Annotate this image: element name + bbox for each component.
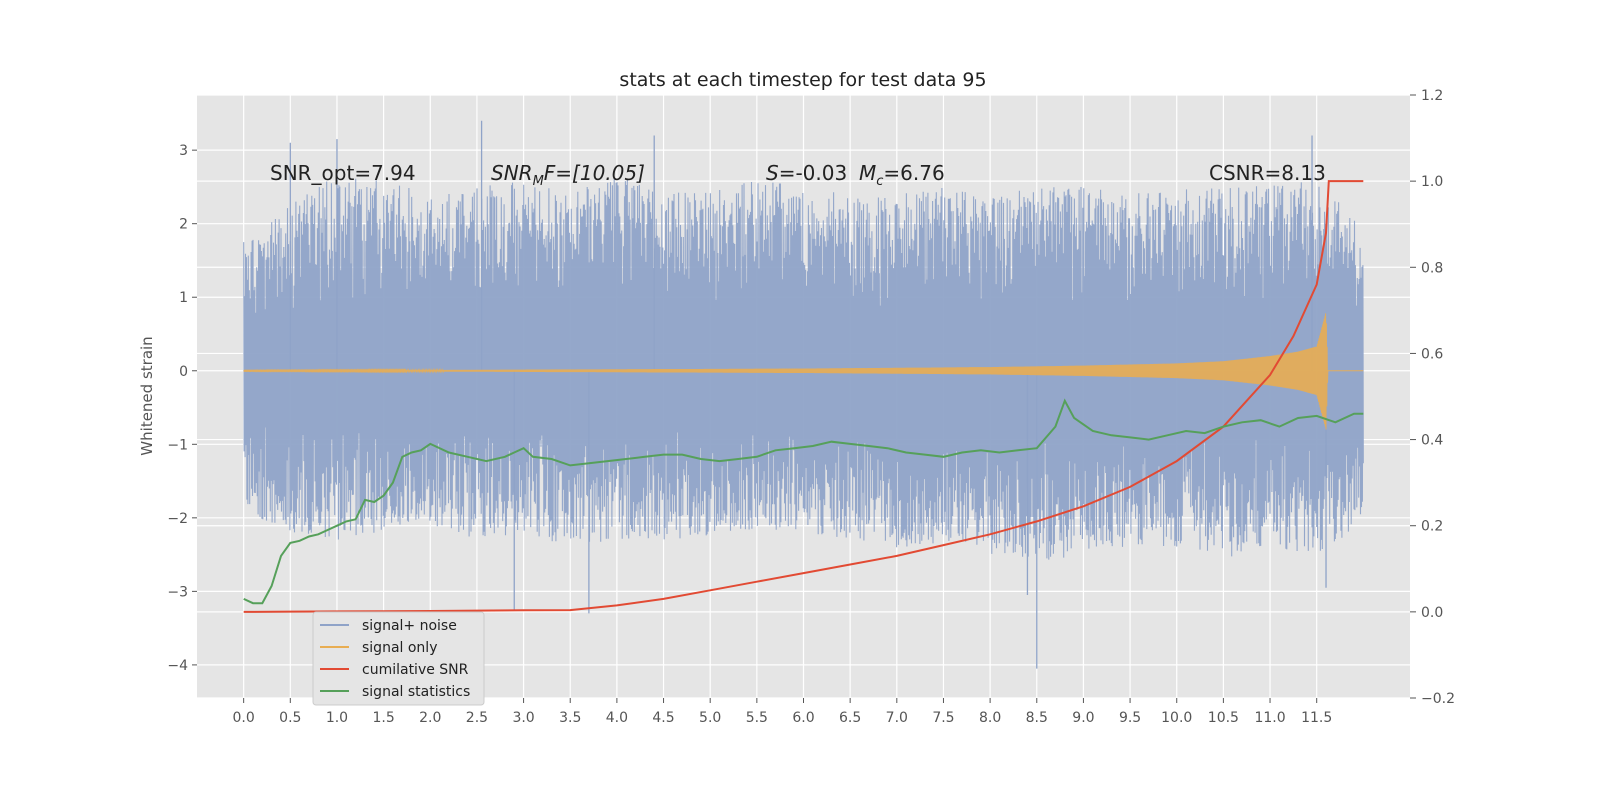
- x-tick-label-18: 9.0: [1072, 710, 1094, 726]
- series-signal-noise: [243, 175, 1364, 560]
- x-tick-label-11: 5.5: [746, 710, 768, 726]
- annotation-s: S=-0.03: [766, 161, 847, 185]
- x-axis: 0.0 0.5 1.0 1.5 2.0 2.5 3.0 3.5 4.0 4.5 5.0 5.5 6.0 6…: [233, 698, 1332, 726]
- y-tick-label-6: −3: [167, 584, 188, 600]
- x-tick-label-20: 10.0: [1161, 710, 1192, 726]
- y-axis-left: 3 2 1 0 −1 −2 −3 −4: [167, 143, 197, 674]
- chart-title: stats at each timestep for test data 95: [619, 69, 986, 91]
- x-tick-label-0: 0.0: [233, 710, 255, 726]
- y2-tick-label-5: 0.2: [1421, 519, 1443, 535]
- annotation-mc-symbol: M: [859, 161, 876, 185]
- legend-label-signal-noise: signal+ noise: [362, 618, 457, 634]
- legend: signal+ noise signal only cumilative SNR…: [312, 611, 485, 706]
- legend-label-cumulative-snr: cumilative SNR: [362, 662, 469, 678]
- y2-tick-label-4: 0.4: [1421, 433, 1443, 449]
- x-tick-label-5: 2.5: [466, 710, 488, 726]
- annotation-snr-mf-symbol: SNR: [491, 161, 533, 185]
- legend-box: [312, 611, 485, 706]
- x-tick-label-8: 4.0: [606, 710, 628, 726]
- x-tick-label-3: 1.5: [372, 710, 394, 726]
- y-tick-label-4: −1: [167, 437, 188, 453]
- x-tick-label-4: 2.0: [419, 710, 441, 726]
- x-tick-label-22: 11.0: [1254, 710, 1285, 726]
- y-tick-label-0: 3: [179, 143, 188, 159]
- y2-tick-label-6: 0.0: [1421, 605, 1443, 621]
- x-tick-label-12: 6.0: [792, 710, 814, 726]
- series-signal-statistics: [243, 398, 1364, 605]
- y2-tick-label-1: 1.0: [1421, 174, 1443, 190]
- y2-tick-label-7: −0.2: [1421, 691, 1455, 707]
- series-signal-only: [243, 313, 1364, 430]
- y-tick-label-7: −4: [167, 658, 188, 674]
- series-cumulative-snr: [243, 180, 1364, 613]
- annotations: SNR_opt=7.94 SNRMF=[10.05] S=-0.03 Mc=6.…: [270, 161, 1326, 189]
- annotation-mc-subscript: c: [876, 174, 883, 189]
- annotation-mc: Mc=6.76: [859, 161, 945, 189]
- x-tick-label-6: 3.0: [512, 710, 534, 726]
- series-layer: [243, 120, 1364, 669]
- y2-tick-label-2: 0.8: [1421, 260, 1443, 276]
- x-tick-label-17: 8.5: [1026, 710, 1048, 726]
- legend-label-signal-statistics: signal statistics: [362, 684, 470, 700]
- x-tick-label-21: 10.5: [1208, 710, 1239, 726]
- annotation-mc-value: =6.76: [883, 161, 944, 185]
- x-tick-label-19: 9.5: [1119, 710, 1141, 726]
- y2-tick-label-0: 1.2: [1421, 88, 1443, 104]
- y2-tick-label-3: 0.6: [1421, 346, 1443, 362]
- annotation-s-value: =-0.03: [779, 161, 848, 185]
- annotation-snr-opt: SNR_opt=7.94: [270, 161, 416, 185]
- legend-label-signal-only: signal only: [362, 640, 437, 656]
- y-tick-label-1: 2: [179, 217, 188, 233]
- y-axis-right: 1.2 1.0 0.8 0.6 0.4 0.2 0.0 −0.2: [1410, 88, 1455, 707]
- x-tick-label-9: 4.5: [652, 710, 674, 726]
- annotation-s-symbol: S: [766, 161, 779, 185]
- annotation-snr-mf-value: F=[10.05]: [544, 161, 645, 185]
- x-tick-label-2: 1.0: [326, 710, 348, 726]
- x-tick-label-15: 7.5: [932, 710, 954, 726]
- y-tick-label-5: −2: [167, 511, 188, 527]
- y-tick-label-2: 1: [179, 290, 188, 306]
- x-tick-label-1: 0.5: [279, 710, 301, 726]
- annotation-snr-mf: SNRMF=[10.05]: [491, 161, 645, 189]
- x-tick-label-13: 6.5: [839, 710, 861, 726]
- x-tick-label-16: 8.0: [979, 710, 1001, 726]
- y-axis-label: Whitened strain: [138, 336, 156, 455]
- x-tick-label-7: 3.5: [559, 710, 581, 726]
- x-tick-label-10: 5.0: [699, 710, 721, 726]
- annotation-csnr: CSNR=8.13: [1209, 161, 1326, 185]
- y-tick-label-3: 0: [179, 364, 188, 380]
- x-tick-label-14: 7.0: [886, 710, 908, 726]
- annotation-snr-mf-subscript: M: [533, 174, 544, 189]
- x-tick-label-23: 11.5: [1301, 710, 1332, 726]
